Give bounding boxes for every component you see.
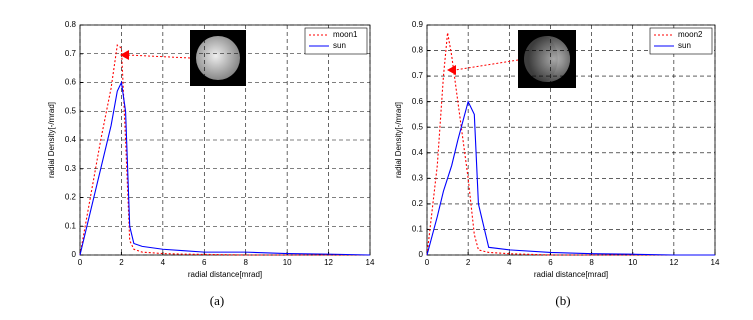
chart: 0 2 4 6 8 10 12 14 0 0.1 0.2 0.3 0.4 0.5 0.6 0.7 0.8 0.9 r… [394, 20, 720, 308]
legend-label: moon1 [333, 30, 358, 39]
series-line [79, 44, 370, 256]
arrow-head [120, 50, 129, 60]
y-axis-label: radial Density[-/mrad] [394, 102, 403, 178]
x-tick-label: 4 [161, 258, 166, 267]
y-tick-label: 0.6 [65, 78, 77, 87]
y-tick-label: 0.8 [412, 46, 424, 55]
x-tick-label: 2 [119, 258, 124, 267]
x-tick-label: 8 [243, 258, 248, 267]
y-tick-label: 0.1 [412, 225, 424, 234]
y-tick-label: 0.4 [65, 135, 77, 144]
x-tick-label: 10 [628, 258, 637, 267]
caption: (a) [210, 293, 224, 308]
x-tick-label: 12 [324, 258, 333, 267]
y-tick-label: 0.9 [412, 20, 424, 29]
legend-label: sun [333, 41, 346, 50]
arrow-line [454, 59, 519, 71]
arrow-head [447, 65, 456, 75]
caption: (b) [555, 293, 570, 308]
x-tick-label: 12 [669, 258, 678, 267]
y-tick-label: 0.4 [412, 148, 424, 157]
chart: 0 2 4 6 8 10 12 14 0 0.1 0.2 0.3 0.4 0.5 0.6 0.7 0.8 radi… [47, 20, 375, 308]
x-tick-label: 14 [711, 258, 720, 267]
y-axis-label: radial Density[-/mrad] [47, 102, 56, 178]
x-tick-label: 0 [425, 258, 430, 267]
y-tick-label: 0.5 [65, 106, 77, 115]
y-tick-label: 0.7 [412, 71, 424, 80]
y-tick-label: 0.3 [65, 164, 77, 173]
x-tick-label: 6 [202, 258, 207, 267]
arrow-line [127, 54, 191, 59]
y-tick-label: 0.2 [65, 193, 77, 202]
plot-frame [426, 24, 716, 256]
x-tick-label: 14 [366, 258, 375, 267]
y-tick-label: 0.3 [412, 173, 424, 182]
y-tick-label: 0 [72, 250, 77, 259]
legend-label: sun [678, 41, 691, 50]
y-tick-label: 0 [419, 250, 424, 259]
y-tick-label: 0.8 [65, 20, 77, 29]
x-tick-label: 8 [589, 258, 594, 267]
y-tick-label: 0.5 [412, 122, 424, 131]
x-tick-label: 2 [466, 258, 471, 267]
x-axis-label: radial distance[mrad] [188, 270, 262, 279]
y-tick-label: 0.6 [412, 97, 424, 106]
legend-label: moon2 [678, 30, 703, 39]
legend-box [649, 27, 713, 55]
series-line [426, 100, 715, 256]
x-axis-label: radial distance[mrad] [534, 270, 608, 279]
x-tick-label: 10 [283, 258, 292, 267]
series-line [426, 32, 715, 256]
x-tick-label: 6 [548, 258, 553, 267]
y-tick-label: 0.1 [65, 221, 77, 230]
y-tick-label: 0.7 [65, 49, 77, 58]
y-tick-label: 0.2 [412, 199, 424, 208]
moon-image-b [518, 30, 576, 88]
legend-box [304, 27, 368, 55]
series-line [79, 80, 371, 256]
x-tick-label: 4 [507, 258, 512, 267]
moon-image-a [190, 30, 246, 86]
x-tick-label: 0 [78, 258, 83, 267]
